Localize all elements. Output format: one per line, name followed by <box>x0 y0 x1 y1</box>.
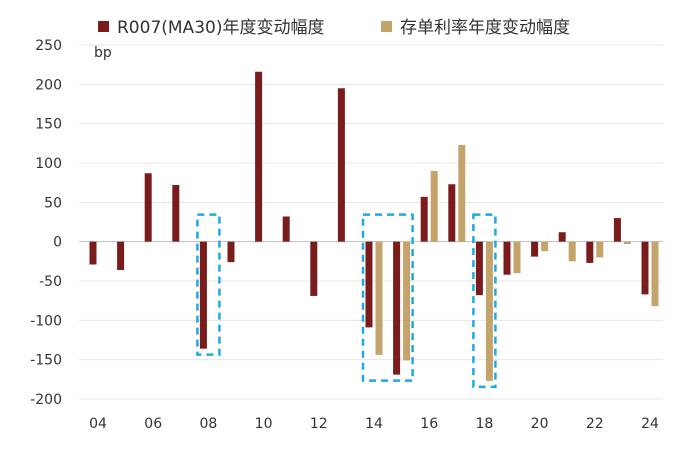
x-tick-label: 16 <box>420 416 438 432</box>
highlight-box-18 <box>472 213 497 389</box>
bar-r007-15 <box>393 241 401 375</box>
bar-r007-16 <box>420 196 428 242</box>
y-tick-label: 200 <box>35 77 62 93</box>
bar-cd-rate-21 <box>568 241 576 262</box>
x-tick-label: 12 <box>310 416 328 432</box>
bar-cd-rate-18 <box>485 241 493 381</box>
bar-r007-14 <box>365 241 373 328</box>
y-tick-label: -50 <box>39 274 62 290</box>
y-tick-label: 100 <box>35 156 62 172</box>
y-tick-label: 250 <box>35 38 62 54</box>
bar-r007-07 <box>172 185 180 242</box>
legend-label-r007: R007(MA30)年度变动幅度 <box>117 18 324 38</box>
x-tick-label: 06 <box>144 416 162 432</box>
bar-r007-13 <box>337 88 345 242</box>
bar-r007-21 <box>558 232 566 242</box>
x-tick-label: 22 <box>586 416 604 432</box>
legend-swatch-r007 <box>98 21 109 32</box>
x-tick-label: 24 <box>641 416 659 432</box>
x-tick-label: 08 <box>199 416 217 432</box>
bar-r007-22 <box>586 241 594 263</box>
bar-cd-rate-14 <box>375 241 383 355</box>
y-axis-unit-label: bp <box>94 45 112 61</box>
legend-swatch-cd-rate <box>381 21 392 32</box>
bar-r007-04 <box>89 241 97 265</box>
highlight-boxes <box>196 213 497 389</box>
y-tick-label: 0 <box>53 235 62 251</box>
bar-r007-11 <box>282 216 290 242</box>
bar-cd-rate-22 <box>596 241 604 258</box>
legend-label-cd-rate: 存单利率年度变动幅度 <box>400 18 570 38</box>
y-tick-label: 50 <box>44 195 62 211</box>
y-axis: 250 200 150 100 50 0 -50 -100 -150 -200 <box>30 38 62 408</box>
bar-r007-19 <box>503 241 511 275</box>
bar-r007-20 <box>531 241 539 257</box>
x-axis: 04 06 08 10 12 14 16 18 20 22 24 <box>89 416 659 432</box>
bar-r007-06 <box>144 173 152 242</box>
bar-cd-rate-24 <box>651 241 659 307</box>
bar-cd-rate-16 <box>430 170 438 242</box>
bar-r007-09 <box>227 241 235 263</box>
y-tick-label: -150 <box>30 353 62 369</box>
highlight-box-08 <box>196 213 221 356</box>
bar-r007-12 <box>310 241 318 296</box>
bar-cd-rate-15 <box>403 241 411 361</box>
x-tick-label: 10 <box>255 416 273 432</box>
bar-r007-05 <box>117 241 125 270</box>
y-tick-label: 150 <box>35 117 62 133</box>
legend: R007(MA30)年度变动幅度 存单利率年度变动幅度 <box>98 18 570 38</box>
highlight-box-14 <box>361 213 414 382</box>
y-tick-label: -200 <box>30 392 62 408</box>
bar-r007-24 <box>641 241 649 295</box>
bar-cd-rate-19 <box>513 241 521 274</box>
x-tick-label: 04 <box>89 416 107 432</box>
bar-r007-18 <box>475 241 483 296</box>
bars <box>89 71 659 381</box>
x-tick-label: 18 <box>475 416 493 432</box>
bar-cd-rate-20 <box>541 241 549 252</box>
y-tick-label: -100 <box>30 313 62 329</box>
bar-r007-23 <box>613 218 621 242</box>
bar-r007-08 <box>199 241 207 349</box>
grid-lines <box>79 44 663 400</box>
bar-r007-10 <box>255 71 263 242</box>
x-tick-label: 14 <box>365 416 383 432</box>
x-tick-label: 20 <box>531 416 549 432</box>
bar-cd-rate-17 <box>458 144 466 242</box>
bar-cd-rate-23 <box>623 241 631 245</box>
bar-r007-17 <box>448 184 456 242</box>
